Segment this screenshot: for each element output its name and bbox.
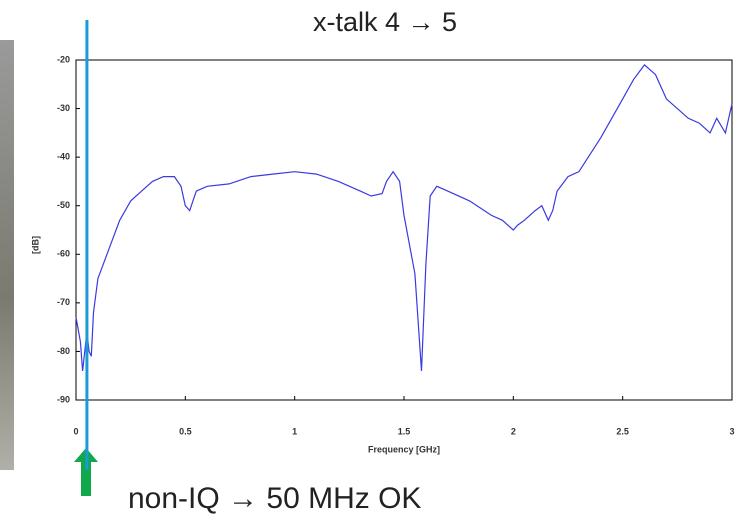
y-tick-label: -60 — [57, 249, 70, 259]
y-tick-label: -40 — [57, 152, 70, 162]
y-tick-label: -50 — [57, 200, 70, 210]
line-series — [75, 64, 733, 371]
x-tick-label: 2 — [511, 426, 516, 436]
x-tick-label: 0 — [73, 426, 78, 436]
y-axis-label: [dB] — [30, 236, 40, 254]
y-tick-label: -90 — [57, 394, 70, 404]
annotation: non-IQ → 50 MHz OK — [128, 482, 421, 515]
y-tick-label: -70 — [57, 297, 70, 307]
x-tick-label: 3 — [729, 426, 734, 436]
y-tick-label: -20 — [57, 54, 70, 64]
plot-frame — [75, 59, 733, 401]
x-tick-label: 1.5 — [398, 426, 411, 436]
x-tick-label: 0.5 — [179, 426, 192, 436]
arrow-icon — [74, 448, 98, 496]
y-tick-label: -80 — [57, 346, 70, 356]
x-axis-label: Frequency [GHz] — [368, 444, 440, 454]
x-tick-label: 1 — [292, 426, 297, 436]
chart-title: x-talk 4 → 5 — [313, 7, 457, 37]
x-tick-label: 2.5 — [616, 426, 629, 436]
y-tick-label: -30 — [57, 103, 70, 113]
photo-strip — [0, 40, 14, 470]
